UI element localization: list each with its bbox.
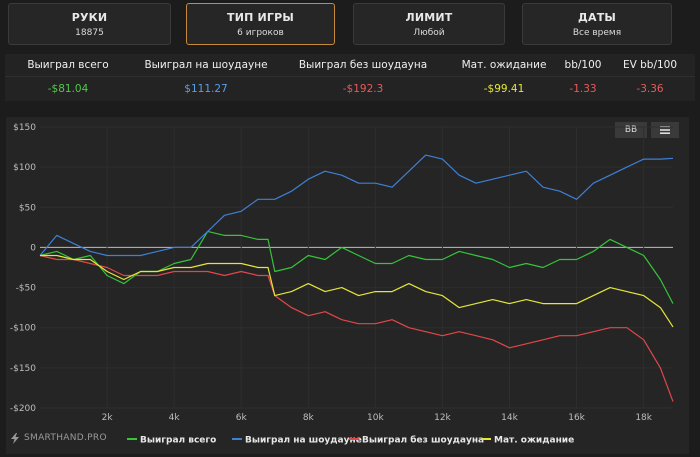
filter-bar: РУКИ 18875 ТИП ИГРЫ 6 игроков ЛИМИТ Любо… <box>0 0 700 48</box>
filter-limit-value: Любой <box>413 28 445 38</box>
filter-game-type-title: ТИП ИГРЫ <box>226 11 295 24</box>
filter-dates-title: ДАТЫ <box>577 11 616 24</box>
hamburger-menu-icon <box>660 126 670 134</box>
stats-header-showdown: Выиграл на шоудауне <box>144 59 268 71</box>
filter-game-type-value: 6 игроков <box>237 28 284 38</box>
stats-value-total: -$81.04 <box>47 83 89 95</box>
filter-hands[interactable]: РУКИ 18875 <box>8 3 171 45</box>
bb-toggle-button[interactable]: BB <box>615 122 647 138</box>
brand-text: SMARTHAND.PRO <box>24 433 107 443</box>
filter-hands-value: 18875 <box>75 28 104 38</box>
stats-header-row: Выиграл всего Выиграл на шоудауне Выигра… <box>5 54 695 77</box>
stats-header-bb100: bb/100 <box>564 59 602 71</box>
brand: SMARTHAND.PRO <box>10 432 107 444</box>
filter-hands-title: РУКИ <box>71 11 108 24</box>
filter-limit-title: ЛИМИТ <box>405 11 453 24</box>
filter-dates[interactable]: ДАТЫ Все время <box>522 3 672 45</box>
stats-value-showdown: $111.27 <box>184 83 228 95</box>
stats-value-ev-bb100: -3.36 <box>636 83 664 95</box>
filter-dates-value: Все время <box>572 28 622 38</box>
stats-header-total: Выиграл всего <box>27 59 109 71</box>
stats-value-row: -$81.04 $111.27 -$192.3 -$99.41 -1.33 -3… <box>5 78 695 101</box>
stats-table: Выиграл всего Выиграл на шоудауне Выигра… <box>5 54 695 101</box>
chart-menu-button[interactable] <box>651 122 679 138</box>
filter-limit[interactable]: ЛИМИТ Любой <box>353 3 505 45</box>
stats-header-ev: Мат. ожидание <box>461 59 547 71</box>
filter-game-type[interactable]: ТИП ИГРЫ 6 игроков <box>186 3 335 45</box>
stats-value-bb100: -1.33 <box>569 83 597 95</box>
lightning-logo-icon <box>11 432 19 444</box>
stats-header-nonshowdown: Выиграл без шоудауна <box>298 59 428 71</box>
stats-value-ev: -$99.41 <box>483 83 525 95</box>
chart-panel <box>6 117 689 454</box>
stats-header-ev-bb100: EV bb/100 <box>622 59 678 71</box>
stats-value-nonshowdown: -$192.3 <box>342 83 384 95</box>
